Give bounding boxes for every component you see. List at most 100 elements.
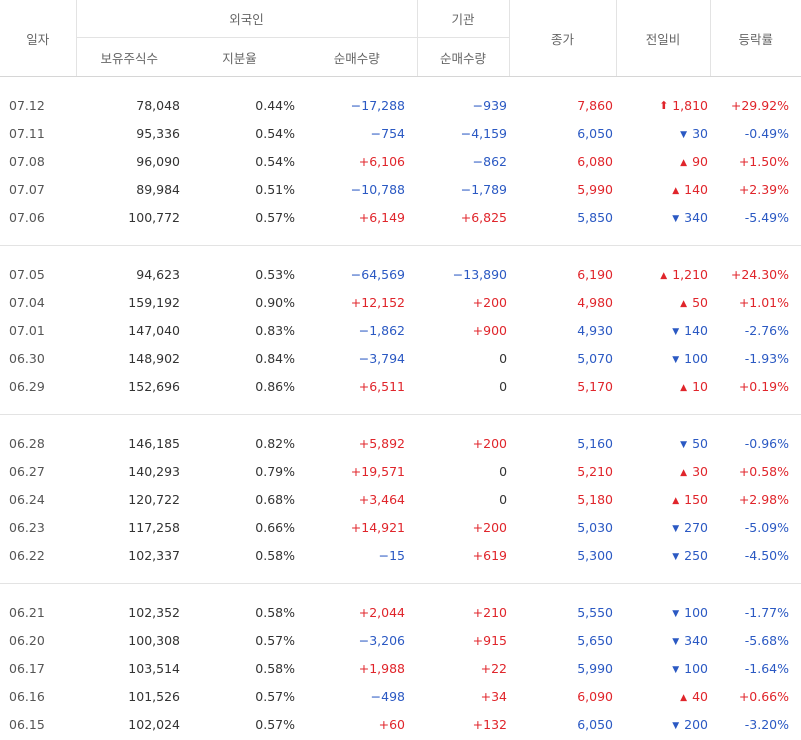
holding-cell: 89,984 — [136, 181, 180, 197]
rate-cell: -1.77% — [744, 604, 790, 620]
institution-net-cell: +210 — [472, 604, 508, 620]
date-cell: 06.28 — [9, 435, 45, 451]
header-institution-net: 순매수량 — [416, 37, 510, 77]
foreign-net-cell: −15 — [378, 547, 406, 563]
close-cell: 5,990 — [577, 660, 614, 676]
table-row: 06.16 101,526 0.57% −498 +34 6,090 ▲ 40 +0.66% — [0, 682, 801, 710]
ratio-cell: 0.44% — [255, 97, 295, 113]
change-value: 140 — [684, 181, 709, 197]
foreign-net-cell: +12,152 — [350, 294, 406, 310]
holding-cell: 148,902 — [128, 350, 180, 366]
holding-cell: 117,258 — [128, 519, 180, 535]
ratio-cell: 0.58% — [255, 604, 295, 620]
ratio-cell: 0.66% — [255, 519, 295, 535]
change-value: 50 — [692, 294, 709, 310]
up-triangle-icon: ▲ — [660, 270, 668, 281]
institution-net-cell: +132 — [472, 716, 508, 732]
ratio-cell: 0.57% — [255, 209, 295, 225]
ratio-cell: 0.51% — [255, 181, 295, 197]
change-cell: ▲ 10 — [616, 372, 710, 400]
institution-net-cell: 0 — [499, 378, 508, 394]
close-cell: 5,300 — [577, 547, 614, 563]
change-cell: ▼ 50 — [616, 429, 710, 457]
table-row: 06.28 146,185 0.82% +5,892 +200 5,160 ▼ 50 -0.96… — [0, 429, 801, 457]
change-value: 50 — [692, 435, 709, 451]
date-cell: 07.05 — [9, 266, 45, 282]
close-cell: 4,930 — [577, 322, 614, 338]
change-cell: ▼ 200 — [616, 710, 710, 738]
date-cell: 07.01 — [9, 322, 45, 338]
table-row: 06.20 100,308 0.57% −3,206 +915 5,650 ▼ 340 -5.6… — [0, 626, 801, 654]
foreign-net-cell: −3,794 — [358, 350, 406, 366]
foreign-net-cell: +1,988 — [358, 660, 406, 676]
close-cell: 5,850 — [577, 209, 614, 225]
date-cell: 06.27 — [9, 463, 45, 479]
table-body: 07.12 78,048 0.44% −17,288 −939 7,860 ⬆ 1,810 +2… — [0, 77, 801, 739]
change-cell: ▼ 270 — [616, 513, 710, 541]
change-cell: ▲ 50 — [616, 288, 710, 316]
foreign-net-cell: +6,149 — [358, 209, 406, 225]
close-cell: 5,030 — [577, 519, 614, 535]
table-row: 06.24 120,722 0.68% +3,464 0 5,180 ▲ 150 +2.98% — [0, 485, 801, 513]
table-row: 06.23 117,258 0.66% +14,921 +200 5,030 ▼ 270 -5.… — [0, 513, 801, 541]
table-row: 07.07 89,984 0.51% −10,788 −1,789 5,990 ▲ 140 +2… — [0, 175, 801, 203]
down-triangle-icon: ▼ — [672, 636, 680, 647]
close-cell: 4,980 — [577, 294, 614, 310]
group-separator — [0, 569, 801, 584]
close-cell: 5,170 — [577, 378, 614, 394]
institution-net-cell: −939 — [472, 97, 508, 113]
header-institution: 기관 — [416, 0, 510, 38]
down-triangle-icon: ▼ — [680, 439, 688, 450]
table-row: 07.01 147,040 0.83% −1,862 +900 4,930 ▼ 140 -2.7… — [0, 316, 801, 344]
foreign-net-cell: −64,569 — [350, 266, 406, 282]
close-cell: 6,090 — [577, 688, 614, 704]
institution-net-cell: +200 — [472, 435, 508, 451]
down-triangle-icon: ▼ — [672, 213, 680, 224]
change-value: 150 — [684, 491, 709, 507]
holding-cell: 100,772 — [128, 209, 180, 225]
ratio-cell: 0.83% — [255, 322, 295, 338]
date-cell: 06.17 — [9, 660, 45, 676]
change-value: 1,810 — [672, 97, 709, 113]
date-cell: 07.06 — [9, 209, 45, 225]
change-value: 30 — [692, 463, 709, 479]
close-cell: 6,080 — [577, 153, 614, 169]
change-cell: ▼ 250 — [616, 541, 710, 569]
upper-limit-arrow-icon: ⬆ — [659, 98, 669, 112]
date-cell: 06.20 — [9, 632, 45, 648]
institution-net-cell: +619 — [472, 547, 508, 563]
institution-net-cell: 0 — [499, 463, 508, 479]
holding-cell: 147,040 — [128, 322, 180, 338]
up-triangle-icon: ▲ — [680, 692, 688, 703]
change-cell: ▲ 140 — [616, 175, 710, 203]
change-value: 10 — [692, 378, 709, 394]
ratio-cell: 0.53% — [255, 266, 295, 282]
close-cell: 5,990 — [577, 181, 614, 197]
institution-net-cell: −13,890 — [452, 266, 508, 282]
date-cell: 07.08 — [9, 153, 45, 169]
down-triangle-icon: ▼ — [672, 608, 680, 619]
holding-cell: 140,293 — [128, 463, 180, 479]
change-cell: ▲ 1,210 — [616, 260, 710, 288]
group-separator — [0, 400, 801, 415]
change-cell: ▼ 100 — [616, 654, 710, 682]
holding-cell: 102,024 — [128, 716, 180, 732]
holding-cell: 146,185 — [128, 435, 180, 451]
date-cell: 07.12 — [9, 97, 45, 113]
up-triangle-icon: ▲ — [672, 495, 680, 506]
institution-net-cell: −4,159 — [460, 125, 508, 141]
holding-cell: 120,722 — [128, 491, 180, 507]
up-triangle-icon: ▲ — [680, 467, 688, 478]
change-value: 140 — [684, 322, 709, 338]
rate-cell: -1.93% — [744, 350, 790, 366]
close-cell: 6,050 — [577, 716, 614, 732]
up-triangle-icon: ▲ — [680, 298, 688, 309]
group-spacer — [0, 584, 801, 599]
foreign-net-cell: +6,106 — [358, 153, 406, 169]
ratio-cell: 0.68% — [255, 491, 295, 507]
ratio-cell: 0.86% — [255, 378, 295, 394]
change-value: 100 — [684, 604, 709, 620]
change-cell: ▼ 100 — [616, 598, 710, 626]
rate-cell: +1.50% — [738, 153, 790, 169]
